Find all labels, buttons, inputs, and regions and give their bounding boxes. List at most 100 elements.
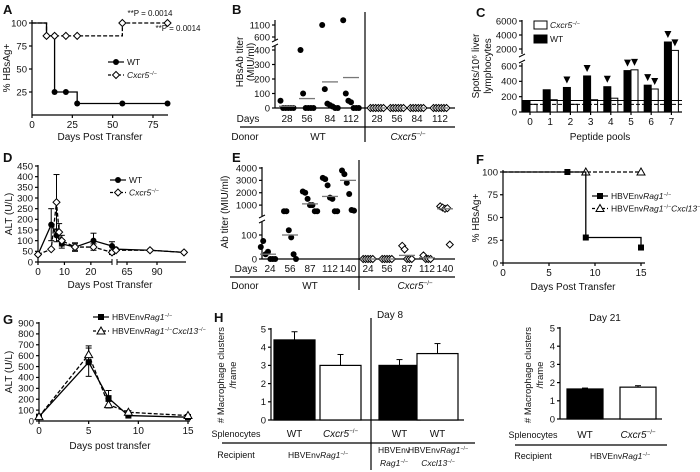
data-point	[74, 100, 81, 107]
series-line	[38, 353, 189, 418]
bar	[670, 49, 679, 113]
data-point	[351, 207, 357, 214]
y-tick-label: 100	[482, 167, 498, 178]
panel-title: Day 8	[377, 310, 404, 321]
day-label: 28	[371, 114, 383, 125]
bar	[562, 86, 571, 113]
data-point	[340, 17, 347, 24]
legend-label: HBVEnvRag1−/−Cxcl13−/−	[611, 204, 700, 214]
y-tick-label: 1	[550, 396, 555, 407]
legend-marker	[597, 193, 603, 199]
y-axis-label: Ab titer (MIU/ml)	[220, 176, 231, 249]
data-point	[123, 407, 134, 416]
data-point	[272, 256, 279, 262]
data-point	[33, 250, 43, 259]
y-tick-label: 50	[16, 64, 27, 75]
data-point	[314, 208, 321, 215]
y-tick-label: 3	[261, 361, 266, 372]
data-point	[179, 248, 189, 257]
data-point	[290, 251, 297, 258]
data-point	[329, 195, 336, 202]
y-tick-label: 300	[254, 60, 270, 71]
day-label: 56	[284, 264, 296, 275]
data-point	[341, 171, 348, 178]
donor-label: Cxcr5−/−	[390, 131, 425, 143]
row-label-days: Days	[237, 114, 260, 125]
legend-label: WT	[550, 34, 563, 44]
splenocytes-label: Cxcr5−/−	[323, 428, 358, 440]
panel-label: G	[3, 312, 13, 327]
x-tick-label: 15	[182, 426, 194, 437]
data-point	[42, 31, 51, 41]
legend-marker	[96, 325, 106, 335]
y-tick-label: 4	[261, 343, 266, 354]
bar	[590, 99, 599, 113]
p-value-annotation: **P = 0.0014	[155, 24, 201, 33]
y-tick-label: 700	[18, 340, 34, 351]
day-label: 140	[437, 264, 454, 275]
data-point	[164, 100, 171, 107]
panel-label: C	[476, 5, 486, 20]
panel-c: 0 200 400 600 2000 4000 6000 0 1 2 3 4 5 6 7 Spots/10⁶ …	[471, 16, 682, 143]
day-label: 24	[264, 264, 276, 275]
day-label: 56	[301, 114, 313, 125]
y-tick-label: 75	[16, 41, 27, 52]
recipient-label: HBVEnvRag1−/−	[408, 445, 468, 455]
significance-arrowhead	[563, 76, 571, 84]
y-tick-label: 200	[501, 92, 517, 103]
y-tick-label: 500	[18, 362, 34, 373]
significance-arrowhead	[664, 31, 672, 38]
data-point	[564, 169, 571, 175]
y-axis-label: HBsAb titer	[235, 36, 246, 87]
axis-break	[518, 53, 526, 58]
data-point	[321, 86, 328, 93]
data-point	[322, 176, 329, 183]
data-point	[265, 248, 271, 255]
day-label: 112	[419, 264, 435, 275]
x-tick-label: 1	[547, 117, 553, 128]
legend-label: WT	[129, 175, 142, 185]
data-point	[83, 349, 94, 359]
bar	[569, 103, 578, 113]
series-line	[32, 22, 168, 37]
day-label: 87	[304, 264, 316, 275]
panel-h-day8: 0 1 2 3 4 5 WT Cxcr5−/− WT WT Day 8 # Macrophage cl…	[211, 310, 475, 470]
row-label-recipient: Recipient	[217, 450, 255, 460]
legend-label: Cxcr5−/−	[129, 188, 159, 198]
x-tick-label: 5	[86, 426, 92, 437]
y-tick-label: 350	[17, 183, 33, 194]
bar	[619, 386, 657, 420]
panel-label: A	[3, 2, 13, 17]
y-axis-label: ALT (U/L)	[4, 351, 15, 393]
data-point	[407, 254, 417, 264]
bar	[522, 100, 531, 113]
recipient-label: Rag1−/−	[380, 458, 408, 468]
y-tick-label: 3	[550, 360, 555, 371]
panel-label: B	[232, 2, 241, 17]
y-tick-label: 3000	[236, 176, 257, 187]
panel-title: Day 21	[589, 313, 621, 324]
data-point	[445, 240, 455, 249]
significance-arrowhead	[583, 64, 591, 72]
panel-label: D	[3, 150, 12, 165]
data-point	[342, 90, 349, 97]
y-axis-label: % HBsAg+	[2, 44, 13, 93]
data-point	[50, 31, 59, 41]
y-tick-label: 300	[17, 193, 33, 204]
data-point	[52, 198, 61, 207]
day-label: 56	[391, 114, 403, 125]
y-axis-label: # Macrophage clusters	[523, 327, 534, 423]
y-tick-label: 600	[254, 32, 270, 43]
y-tick-label: 400	[501, 77, 517, 88]
day-label: 112	[432, 114, 448, 125]
data-point	[310, 105, 317, 111]
data-point	[334, 208, 341, 215]
data-point	[119, 100, 126, 107]
legend-marker	[115, 177, 121, 183]
data-point	[103, 399, 114, 409]
day-label: 24	[362, 264, 374, 275]
y-tick-label: 150	[17, 225, 33, 236]
bar	[378, 364, 421, 421]
y-tick-label: 600	[18, 351, 34, 362]
